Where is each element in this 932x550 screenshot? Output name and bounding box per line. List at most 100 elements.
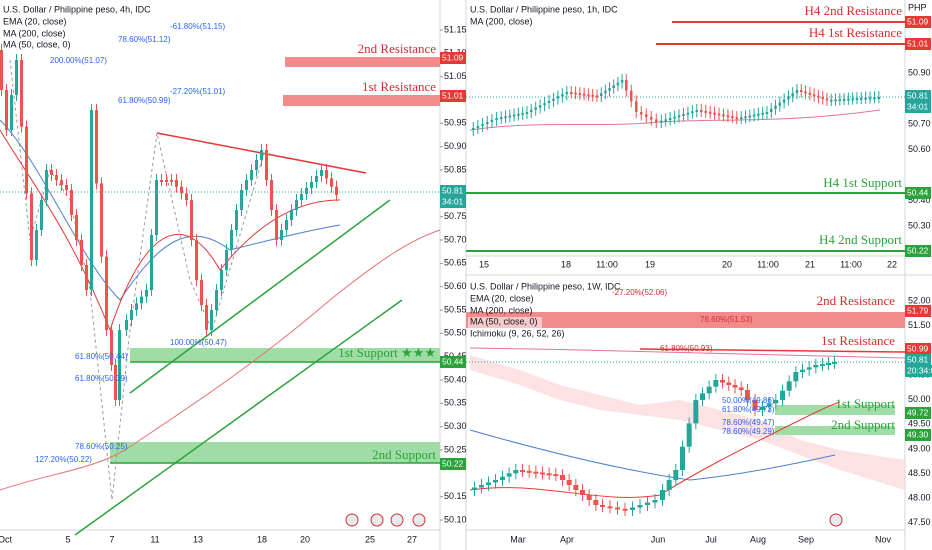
candle: [760, 406, 765, 410]
time-axis-label: 20: [722, 259, 732, 269]
time-axis-label: Jun: [651, 534, 666, 544]
candle: [635, 101, 638, 112]
support-zone: [775, 426, 895, 435]
candle: [230, 230, 233, 250]
candle: [608, 88, 611, 91]
candle: [732, 385, 738, 388]
candle: [486, 122, 489, 124]
currency-label: PHP: [908, 2, 927, 12]
ma-200: [0, 229, 441, 491]
resistance-zone: [285, 57, 440, 67]
fib-label: 127.20%(50.22): [35, 455, 92, 464]
candle: [720, 380, 725, 383]
candle: [855, 98, 859, 100]
candle: [830, 99, 833, 102]
candle: [586, 495, 592, 500]
candle: [713, 380, 719, 387]
fib-label: 61.80%(50.99): [118, 96, 171, 105]
level-label: 2nd Support: [372, 447, 436, 462]
level-price-tag-bg: [905, 187, 931, 199]
time-axis-label: Aug: [750, 534, 766, 544]
candle: [800, 369, 805, 372]
candle: [668, 118, 672, 120]
price-axis-label: 50.90: [444, 141, 467, 151]
price-axis-label: 50.60: [908, 144, 931, 154]
candle: [582, 93, 586, 96]
candle: [752, 400, 758, 410]
time-axis-label: 21: [805, 259, 815, 269]
fib-label: 78.60%(50.25): [75, 442, 128, 451]
candle: [300, 194, 303, 200]
candle: [275, 210, 278, 240]
candle: [766, 403, 772, 407]
candle: [118, 330, 121, 400]
candle: [125, 320, 128, 330]
resistance-line: [639, 348, 906, 353]
level-label: 1st Support: [835, 396, 895, 411]
candle: [5, 90, 8, 130]
time-axis-label: Oct: [0, 534, 12, 544]
candle: [165, 180, 168, 182]
price-axis-label: 49.50: [908, 419, 931, 429]
candle: [645, 114, 648, 117]
candle: [553, 474, 559, 477]
candle: [660, 120, 663, 123]
fib-label: 78.60%(49.29): [722, 427, 775, 436]
fib-label: -61.80%(51.15): [170, 22, 225, 31]
price-axis-label: 50.55: [444, 304, 467, 314]
level-label: 1st Support ★★★: [338, 345, 436, 360]
candle: [700, 110, 703, 112]
level-price-tag: 49.30: [907, 429, 929, 439]
candle: [655, 119, 658, 122]
candle: [616, 82, 620, 86]
level-label: H4 2nd Resistance: [805, 3, 903, 18]
price-axis-label: 50.95: [444, 118, 467, 128]
level-price-tag: 49.72: [907, 407, 929, 417]
candle: [693, 400, 699, 424]
time-axis-label: 7: [109, 534, 114, 544]
candle: [851, 98, 854, 101]
candle: [240, 190, 243, 210]
time-axis-label: 19: [645, 259, 655, 269]
price-axis-label: 50.60: [444, 281, 467, 291]
price-axis-label: 50.65: [444, 258, 467, 268]
candle: [15, 60, 18, 95]
candle: [145, 290, 148, 297]
candle: [604, 90, 607, 94]
candle: [50, 170, 53, 175]
legend-line: MA (50, close, 0): [3, 39, 71, 49]
candle: [472, 128, 475, 130]
candle: [150, 235, 153, 290]
candle: [255, 160, 258, 170]
price-axis-label: 50.50: [444, 328, 467, 338]
level-price-tag: 50.44: [442, 356, 464, 366]
time-axis-label: Sep: [798, 534, 814, 544]
candle: [315, 176, 318, 182]
legend-line: EMA (20, close): [3, 16, 67, 26]
candle: [682, 114, 685, 116]
candle: [320, 170, 323, 176]
candle: [821, 97, 824, 100]
last-price-tag-bg: [905, 354, 931, 366]
candle: [190, 200, 193, 240]
time-axis-label: 11:00: [840, 259, 862, 269]
candle: [60, 180, 63, 185]
candle: [140, 296, 143, 304]
level-price-tag: 50.44: [907, 187, 929, 197]
fib-label: 61.80%(50.39): [75, 374, 128, 383]
candle: [250, 170, 253, 180]
fib-zigzag: [9, 59, 266, 501]
ma-50: [0, 119, 341, 301]
candle: [700, 393, 705, 400]
candle: [295, 200, 298, 210]
candle: [686, 423, 692, 447]
price-axis-label: 50.90: [908, 67, 931, 77]
fib-label: 78.60%(51.53): [700, 315, 753, 324]
candle: [673, 470, 679, 480]
candle: [566, 480, 572, 485]
candle: [817, 95, 820, 98]
candle: [40, 200, 43, 230]
time-axis-label: 18: [561, 259, 571, 269]
price-axis-label: 50.85: [444, 164, 467, 174]
last-price-tag: 50.81: [907, 354, 929, 364]
